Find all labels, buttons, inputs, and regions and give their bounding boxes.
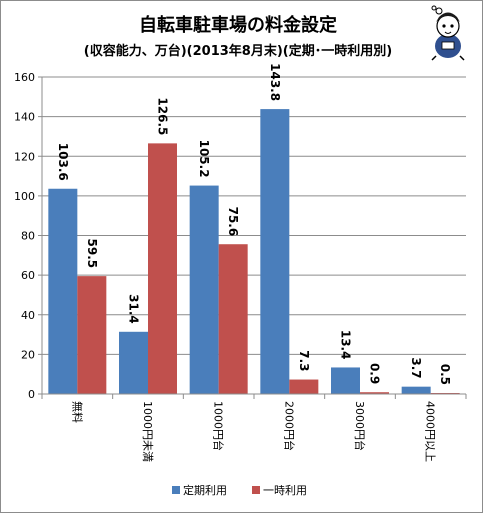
x-tick-label: 1000円未満 xyxy=(141,401,154,462)
chart-title: 自転車駐車場の料金設定 xyxy=(139,14,337,36)
bar xyxy=(401,386,431,394)
y-tick-label: 160 xyxy=(14,71,35,84)
bar xyxy=(260,109,290,394)
axes xyxy=(41,77,467,399)
bar xyxy=(48,188,78,394)
bar xyxy=(331,367,360,394)
data-label: 0.5 xyxy=(438,364,452,385)
legend: 定期利用 一時利用 xyxy=(172,483,307,497)
y-tick-label: 80 xyxy=(21,230,35,243)
bar xyxy=(189,185,219,394)
data-label: 143.8 xyxy=(268,63,282,101)
data-label: 103.6 xyxy=(56,143,70,181)
legend-swatch xyxy=(172,486,180,494)
bars xyxy=(48,109,460,394)
data-label: 3.7 xyxy=(409,357,423,378)
x-axis-ticks: 無料 1000円未満 1000円台 2000円台 3000円台 4000円以上 xyxy=(70,401,436,462)
data-label: 7.3 xyxy=(297,350,311,371)
y-tick-label: 20 xyxy=(21,348,35,361)
x-tick-label: 2000円台 xyxy=(282,401,296,451)
bar xyxy=(360,392,389,394)
data-label: 126.5 xyxy=(156,97,170,135)
legend-swatch xyxy=(252,486,260,494)
bar xyxy=(148,143,177,394)
x-tick-label: 4000円以上 xyxy=(424,401,437,462)
data-label: 59.5 xyxy=(85,239,99,269)
y-tick-label: 40 xyxy=(21,309,35,322)
data-label: 105.2 xyxy=(197,140,211,178)
legend-label: 一時利用 xyxy=(263,484,307,497)
y-tick-label: 0 xyxy=(28,388,35,401)
y-tick-label: 100 xyxy=(14,190,35,203)
data-label: 31.4 xyxy=(127,294,141,324)
y-tick-label: 120 xyxy=(14,150,35,163)
bar xyxy=(218,244,248,394)
chart-subtitle: (収容能力、万台)(2013年8月末)(定期･一時利用別) xyxy=(84,43,392,59)
legend-label: 定期利用 xyxy=(183,483,227,497)
data-label: 75.6 xyxy=(226,207,240,237)
bar xyxy=(119,331,148,394)
y-tick-label: 140 xyxy=(14,111,35,124)
bar xyxy=(77,276,107,394)
y-tick-label: 60 xyxy=(21,269,35,282)
data-label: 13.4 xyxy=(339,330,353,360)
data-label: 0.9 xyxy=(368,363,382,384)
bar xyxy=(289,379,319,394)
x-tick-label: 1000円台 xyxy=(212,401,226,451)
x-tick-label: 無料 xyxy=(70,401,84,423)
y-axis-ticks: 0 20 40 60 80 100 120 140 160 xyxy=(14,71,42,401)
mascot-icon xyxy=(431,5,465,61)
x-tick-label: 3000円台 xyxy=(353,401,367,451)
data-labels: 103.6 59.5 31.4 126.5 105.2 75.6 143.8 7.3 13.4 0… xyxy=(56,63,452,385)
